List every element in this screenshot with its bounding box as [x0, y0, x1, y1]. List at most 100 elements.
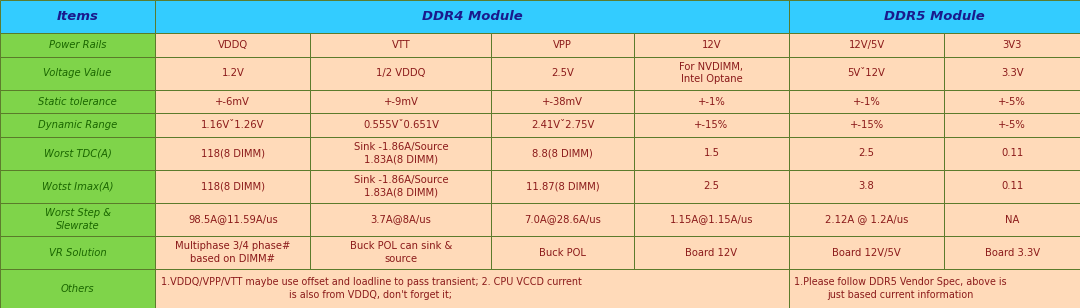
- Bar: [491, 236, 634, 269]
- Bar: [491, 57, 634, 90]
- Text: VR Solution: VR Solution: [49, 248, 107, 257]
- Text: Power Rails: Power Rails: [49, 40, 106, 50]
- Text: NA: NA: [1004, 215, 1020, 225]
- Text: Worst Step &
Slewrate: Worst Step & Slewrate: [44, 209, 110, 231]
- Text: Board 12V/5V: Board 12V/5V: [833, 248, 901, 257]
- Bar: [944, 170, 1080, 203]
- Text: Buck POL: Buck POL: [539, 248, 586, 257]
- Bar: [634, 90, 789, 113]
- Bar: [634, 137, 789, 170]
- Text: 0.11: 0.11: [1001, 148, 1023, 158]
- Text: Board 3.3V: Board 3.3V: [985, 248, 1040, 257]
- Bar: [310, 137, 491, 170]
- Text: DDR4 Module: DDR4 Module: [421, 10, 523, 23]
- Text: VDDQ: VDDQ: [218, 40, 248, 50]
- Bar: [944, 113, 1080, 137]
- Bar: [0, 113, 156, 137]
- Text: +-15%: +-15%: [694, 120, 728, 130]
- Bar: [0, 57, 156, 90]
- Text: 7.0A@28.6A/us: 7.0A@28.6A/us: [524, 215, 602, 225]
- Text: Static tolerance: Static tolerance: [38, 96, 117, 107]
- Bar: [0, 137, 156, 170]
- Bar: [634, 33, 789, 57]
- Text: For NVDIMM,
Intel Optane: For NVDIMM, Intel Optane: [679, 62, 743, 84]
- Text: 3V3: 3V3: [1002, 40, 1022, 50]
- Bar: [156, 269, 789, 308]
- Text: 1.2V: 1.2V: [221, 68, 244, 78]
- Bar: [491, 170, 634, 203]
- Bar: [789, 236, 944, 269]
- Bar: [156, 33, 310, 57]
- Text: 3.3V: 3.3V: [1001, 68, 1024, 78]
- Text: +-5%: +-5%: [998, 96, 1026, 107]
- Text: 3.7A@8A/us: 3.7A@8A/us: [370, 215, 431, 225]
- Bar: [310, 170, 491, 203]
- Text: 1.5: 1.5: [703, 148, 719, 158]
- Bar: [310, 57, 491, 90]
- Text: Multiphase 3/4 phase#
based on DIMM#: Multiphase 3/4 phase# based on DIMM#: [175, 241, 291, 264]
- Text: 2.5: 2.5: [859, 148, 875, 158]
- Bar: [156, 0, 789, 33]
- Bar: [491, 33, 634, 57]
- Text: 3.8: 3.8: [859, 181, 875, 192]
- Text: 12V/5V: 12V/5V: [849, 40, 885, 50]
- Text: Sink -1.86A/Source
1.83A(8 DIMM): Sink -1.86A/Source 1.83A(8 DIMM): [353, 175, 448, 198]
- Text: 2.41Vˇ2.75V: 2.41Vˇ2.75V: [531, 120, 594, 130]
- Bar: [634, 113, 789, 137]
- Bar: [156, 137, 310, 170]
- Text: Board 12V: Board 12V: [686, 248, 738, 257]
- Text: Worst TDC(A): Worst TDC(A): [43, 148, 111, 158]
- Bar: [789, 170, 944, 203]
- Bar: [156, 236, 310, 269]
- Text: 2.5: 2.5: [703, 181, 719, 192]
- Bar: [634, 57, 789, 90]
- Bar: [944, 137, 1080, 170]
- Text: Dynamic Range: Dynamic Range: [38, 120, 118, 130]
- Text: 0.11: 0.11: [1001, 181, 1023, 192]
- Text: Others: Others: [60, 284, 94, 294]
- Text: Sink -1.86A/Source
1.83A(8 DIMM): Sink -1.86A/Source 1.83A(8 DIMM): [353, 142, 448, 164]
- Bar: [156, 90, 310, 113]
- Text: +-5%: +-5%: [998, 120, 1026, 130]
- Bar: [944, 90, 1080, 113]
- Bar: [634, 236, 789, 269]
- Text: DDR5 Module: DDR5 Module: [885, 10, 985, 23]
- Text: 2.5V: 2.5V: [551, 68, 575, 78]
- Bar: [156, 203, 310, 236]
- Bar: [310, 33, 491, 57]
- Text: +-1%: +-1%: [853, 96, 880, 107]
- Bar: [310, 113, 491, 137]
- Text: 1.16Vˇ1.26V: 1.16Vˇ1.26V: [201, 120, 265, 130]
- Text: 2.12A @ 1.2A/us: 2.12A @ 1.2A/us: [825, 215, 908, 225]
- Bar: [789, 33, 944, 57]
- Text: 98.5A@11.59A/us: 98.5A@11.59A/us: [188, 215, 278, 225]
- Bar: [0, 236, 156, 269]
- Text: Items: Items: [56, 10, 98, 23]
- Text: 5Vˇ12V: 5Vˇ12V: [848, 68, 886, 78]
- Text: 1.15A@1.15A/us: 1.15A@1.15A/us: [670, 215, 753, 225]
- Bar: [156, 170, 310, 203]
- Text: 118(8 DIMM): 118(8 DIMM): [201, 148, 265, 158]
- Bar: [789, 90, 944, 113]
- Bar: [789, 269, 1080, 308]
- Bar: [789, 0, 1080, 33]
- Text: Wotst Imax(A): Wotst Imax(A): [42, 181, 113, 192]
- Text: VPP: VPP: [553, 40, 572, 50]
- Bar: [944, 236, 1080, 269]
- Bar: [156, 113, 310, 137]
- Bar: [491, 137, 634, 170]
- Bar: [310, 203, 491, 236]
- Text: 0.555Vˇ0.651V: 0.555Vˇ0.651V: [363, 120, 438, 130]
- Bar: [491, 90, 634, 113]
- Text: Buck POL can sink &
source: Buck POL can sink & source: [350, 241, 453, 264]
- Bar: [789, 57, 944, 90]
- Text: 118(8 DIMM): 118(8 DIMM): [201, 181, 265, 192]
- Text: 1/2 VDDQ: 1/2 VDDQ: [376, 68, 426, 78]
- Bar: [310, 90, 491, 113]
- Text: 12V: 12V: [702, 40, 721, 50]
- Bar: [0, 269, 156, 308]
- Text: 1.Please follow DDR5 Vendor Spec, above is
just based current information: 1.Please follow DDR5 Vendor Spec, above …: [795, 278, 1007, 300]
- Bar: [0, 90, 156, 113]
- Bar: [634, 203, 789, 236]
- Text: +-9mV: +-9mV: [383, 96, 418, 107]
